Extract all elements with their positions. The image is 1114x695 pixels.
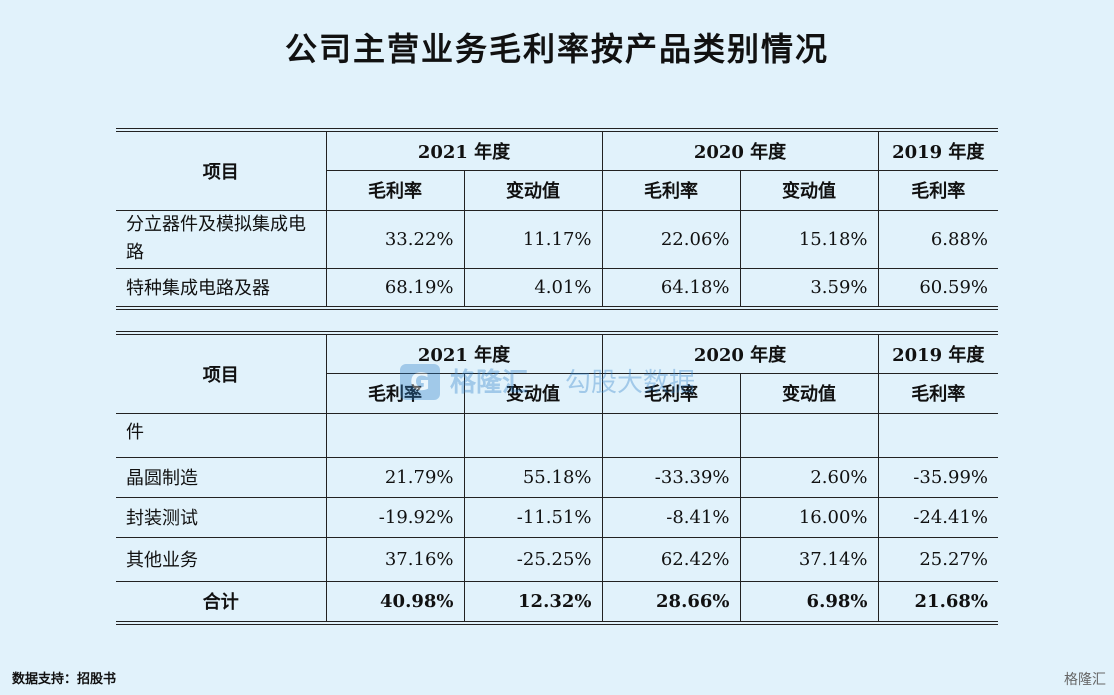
empty-cell (325, 412, 465, 458)
total-value: 12.32% (463, 580, 603, 625)
empty-cell (601, 412, 741, 458)
cell-value: 25.27% (877, 536, 998, 582)
header-year-2021: 2021 年度 (325, 128, 603, 171)
cell-value: 21.79% (325, 456, 465, 498)
cell-value: 37.16% (325, 536, 465, 582)
header-year-2019: 2019 年度 (877, 128, 998, 171)
data-source: 数据支持：招股书 (12, 672, 117, 687)
total-value: 21.68% (877, 580, 998, 625)
header-item: 项目 (116, 331, 327, 414)
table-row: 晶圆制造 21.79% 55.18% -33.39% 2.60% -35.99% (116, 456, 998, 498)
cell-value: 62.42% (601, 536, 741, 582)
empty-cell (463, 412, 603, 458)
cell-value: 33.22% (325, 209, 465, 269)
cell-value: 3.59% (739, 267, 879, 310)
cell-value: 2.60% (739, 456, 879, 498)
corner-brand-logo: 格隆汇 (1064, 672, 1106, 688)
header-year-2019: 2019 年度 (877, 331, 998, 374)
table-row: 封装测试 -19.92% -11.51% -8.41% 16.00% -24.4… (116, 496, 998, 538)
page-title: 公司主营业务毛利率按产品类别情况 (284, 30, 829, 68)
table-row: 特种集成电路及器 68.19% 4.01% 64.18% 3.59% 60.59… (116, 267, 998, 310)
cell-value: -19.92% (325, 496, 465, 538)
header-gross-margin-2020: 毛利率 (601, 169, 741, 211)
cell-value: 16.00% (739, 496, 879, 538)
table-row: 件 (116, 412, 998, 458)
header-change-2020: 变动值 (739, 372, 879, 414)
cell-value: -33.39% (601, 456, 741, 498)
header-gross-margin-2019: 毛利率 (877, 169, 998, 211)
cell-value: -8.41% (601, 496, 741, 538)
row-label: 晶圆制造 (116, 456, 327, 498)
cell-value: 37.14% (739, 536, 879, 582)
empty-cell (739, 412, 879, 458)
cell-value: 22.06% (601, 209, 741, 269)
cell-value: 6.88% (877, 209, 998, 269)
total-label: 合计 (116, 580, 327, 625)
header-change-2021: 变动值 (463, 372, 603, 414)
cell-value: 55.18% (463, 456, 603, 498)
cell-value: 60.59% (877, 267, 998, 310)
header-gross-margin-2020: 毛利率 (601, 372, 741, 414)
total-row: 合计 40.98% 12.32% 28.66% 6.98% 21.68% (116, 580, 998, 625)
total-value: 40.98% (325, 580, 465, 625)
cell-value: -24.41% (877, 496, 998, 538)
header-item: 项目 (116, 128, 327, 211)
row-label-continuation: 件 (116, 412, 327, 458)
header-gross-margin-2021: 毛利率 (326, 169, 465, 211)
header-year-2021: 2021 年度 (325, 331, 603, 374)
total-value: 28.66% (601, 580, 741, 625)
cell-value: 68.19% (325, 267, 465, 310)
cell-value: 4.01% (463, 267, 603, 310)
cell-value: -11.51% (463, 496, 603, 538)
empty-cell (877, 412, 998, 458)
header-year-2020: 2020 年度 (601, 128, 879, 171)
row-label: 特种集成电路及器 (116, 267, 327, 310)
cell-value: -35.99% (877, 456, 998, 498)
header-year-2020: 2020 年度 (601, 331, 879, 374)
row-label: 其他业务 (116, 536, 327, 582)
cell-value: -25.25% (463, 536, 603, 582)
total-value: 6.98% (739, 580, 879, 625)
row-label: 封装测试 (116, 496, 327, 538)
gross-margin-table-2: 项目 2021 年度 2020 年度 2019 年度 毛利率 变动值 毛利率 变… (116, 331, 998, 625)
header-gross-margin-2019: 毛利率 (877, 372, 998, 414)
table-row: 其他业务 37.16% -25.25% 62.42% 37.14% 25.27% (116, 536, 998, 582)
cell-value: 15.18% (739, 209, 879, 269)
row-label: 分立器件及模拟集成电路 (116, 209, 327, 269)
gross-margin-table-1: 项目 2021 年度 2020 年度 2019 年度 毛利率 变动值 毛利率 变… (116, 128, 998, 310)
header-change-2020: 变动值 (739, 169, 879, 211)
header-gross-margin-2021: 毛利率 (326, 372, 465, 414)
header-change-2021: 变动值 (463, 169, 603, 211)
cell-value: 11.17% (463, 209, 603, 269)
cell-value: 64.18% (601, 267, 741, 310)
table-row: 分立器件及模拟集成电路 33.22% 11.17% 22.06% 15.18% … (116, 209, 998, 269)
